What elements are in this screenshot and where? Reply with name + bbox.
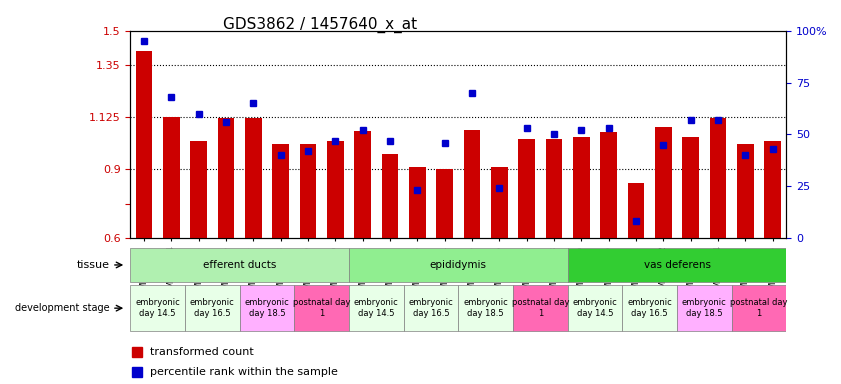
Text: embryonic
day 16.5: embryonic day 16.5: [627, 298, 672, 318]
FancyBboxPatch shape: [404, 285, 458, 331]
FancyBboxPatch shape: [294, 285, 349, 331]
Bar: [710, 118, 726, 238]
Text: embryonic
day 18.5: embryonic day 18.5: [245, 298, 289, 318]
Text: percentile rank within the sample: percentile rank within the sample: [150, 367, 338, 377]
Text: postnatal day
1: postnatal day 1: [730, 298, 788, 318]
Bar: [627, 183, 644, 238]
Bar: [190, 141, 207, 238]
Bar: [218, 118, 234, 238]
Bar: [764, 141, 780, 238]
FancyBboxPatch shape: [240, 285, 294, 331]
Text: embryonic
day 16.5: embryonic day 16.5: [190, 298, 235, 318]
Text: efferent ducts: efferent ducts: [203, 260, 277, 270]
Bar: [135, 51, 152, 238]
FancyBboxPatch shape: [732, 285, 786, 331]
Bar: [463, 130, 480, 238]
Bar: [682, 137, 699, 238]
Bar: [382, 154, 398, 238]
FancyBboxPatch shape: [568, 248, 786, 282]
Bar: [299, 144, 316, 238]
Text: embryonic
day 14.5: embryonic day 14.5: [573, 298, 617, 318]
Text: embryonic
day 18.5: embryonic day 18.5: [682, 298, 727, 318]
Text: embryonic
day 16.5: embryonic day 16.5: [409, 298, 453, 318]
FancyBboxPatch shape: [622, 285, 677, 331]
Bar: [546, 139, 562, 238]
Text: epididymis: epididymis: [430, 260, 487, 270]
Bar: [163, 117, 179, 238]
Text: development stage: development stage: [15, 303, 109, 313]
Text: postnatal day
1: postnatal day 1: [511, 298, 569, 318]
FancyBboxPatch shape: [130, 285, 185, 331]
FancyBboxPatch shape: [513, 285, 568, 331]
FancyBboxPatch shape: [349, 285, 404, 331]
Text: GDS3862 / 1457640_x_at: GDS3862 / 1457640_x_at: [223, 17, 416, 33]
Bar: [655, 127, 671, 238]
FancyBboxPatch shape: [458, 285, 513, 331]
Text: transformed count: transformed count: [150, 347, 254, 357]
FancyBboxPatch shape: [185, 285, 240, 331]
Bar: [354, 131, 371, 238]
Bar: [573, 137, 590, 238]
Text: embryonic
day 18.5: embryonic day 18.5: [463, 298, 508, 318]
FancyBboxPatch shape: [568, 285, 622, 331]
Bar: [491, 167, 507, 238]
Bar: [436, 169, 452, 238]
FancyBboxPatch shape: [677, 285, 732, 331]
Bar: [327, 141, 343, 238]
Bar: [518, 139, 535, 238]
FancyBboxPatch shape: [349, 248, 568, 282]
Text: embryonic
day 14.5: embryonic day 14.5: [354, 298, 399, 318]
FancyBboxPatch shape: [130, 248, 349, 282]
Bar: [600, 132, 616, 238]
Text: embryonic
day 14.5: embryonic day 14.5: [135, 298, 180, 318]
Text: vas deferens: vas deferens: [643, 260, 711, 270]
Bar: [272, 144, 288, 238]
Bar: [409, 167, 426, 238]
Bar: [245, 118, 262, 238]
Text: postnatal day
1: postnatal day 1: [293, 298, 351, 318]
Text: tissue: tissue: [77, 260, 109, 270]
Bar: [737, 144, 754, 238]
